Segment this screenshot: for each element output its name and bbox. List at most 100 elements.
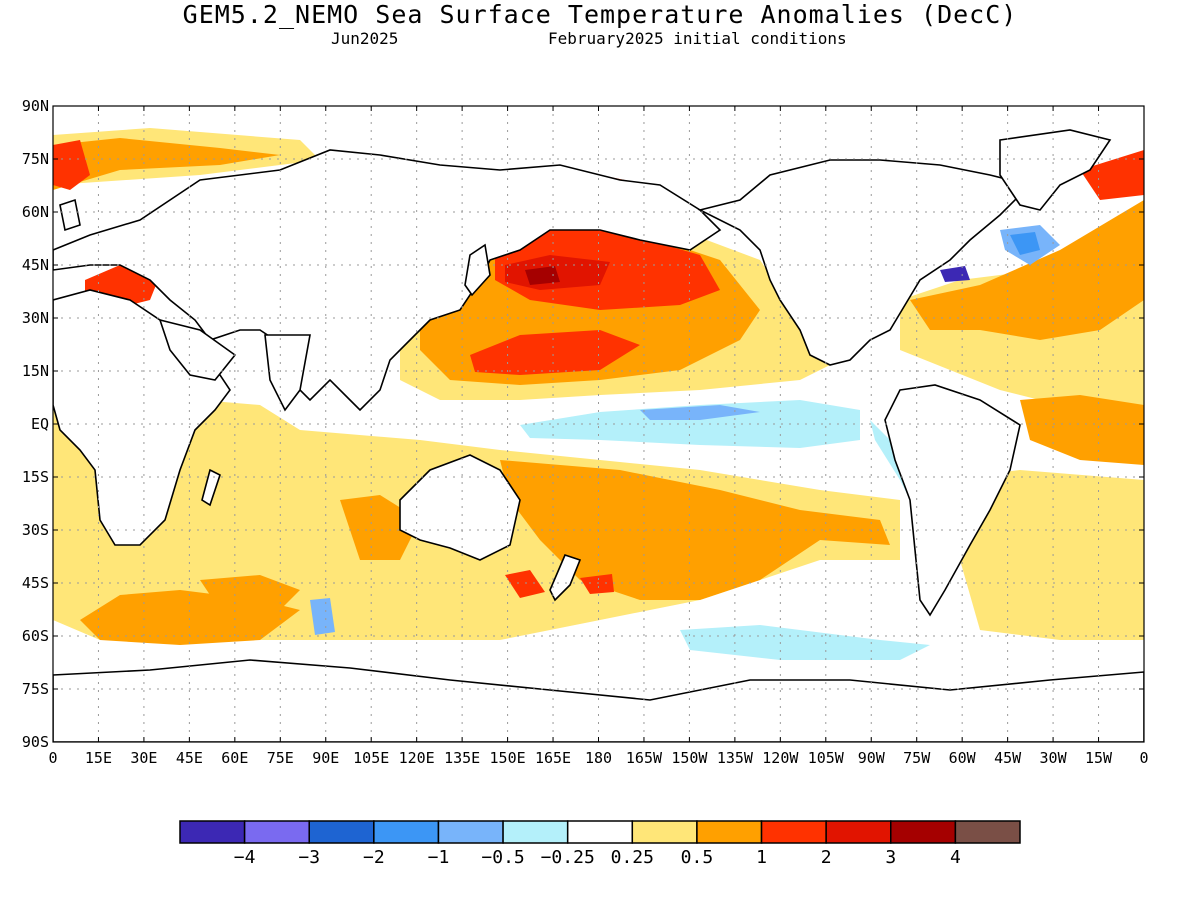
map-title: GEM5.2_NEMO Sea Surface Temperature Anom… [182, 0, 1018, 29]
lat-tick-label: 75N [22, 150, 49, 168]
lat-tick-label: 15S [22, 468, 49, 486]
colorbar-swatch [825, 820, 892, 844]
colorbar-swatch [696, 820, 763, 844]
arabia-coastline [158, 318, 237, 381]
colorbar-label: −0.5 [481, 847, 524, 868]
colorbar-label: 0.5 [681, 847, 714, 868]
graticule [53, 106, 1144, 742]
lon-tick-label: 45W [994, 749, 1022, 767]
lon-tick-label: 90E [312, 749, 339, 767]
japan-coastline [464, 243, 491, 297]
greenland-coastline [999, 129, 1112, 211]
lon-tick-label: 30W [1040, 749, 1068, 767]
india-coastline [264, 334, 311, 412]
anomaly-region [580, 574, 614, 594]
longitude-axis: 0 15E 30E 45E 60E 75E 90E 105E 120E 135E 150E 165E 1… [48, 106, 1149, 767]
anomaly-region [470, 330, 640, 375]
north-america-coastline [697, 159, 1032, 366]
anomaly-region [53, 140, 90, 190]
initial-conditions: February2025 initial conditions [548, 29, 847, 48]
colorbar-label: −2 [363, 847, 385, 868]
lat-tick-label: 60S [22, 627, 49, 645]
new-zealand-coastline [549, 554, 582, 602]
lat-tick-label: 45N [22, 256, 49, 274]
lon-tick-label: 135E [444, 749, 480, 767]
lat-tick-label: 30N [22, 309, 49, 327]
latitude-axis: 90N 75N 60N 45N 30N 15N EQ 15S 30S 45S 60S 75S 90S [22, 97, 1144, 751]
anomaly-region [525, 266, 560, 285]
colorbar-swatch [631, 820, 698, 844]
uk-coastline [59, 198, 81, 232]
anomaly-region [680, 625, 930, 660]
lon-tick-label: 60W [949, 749, 977, 767]
madagascar-coastline [201, 468, 221, 507]
lon-tick-label: 165W [626, 749, 663, 767]
lon-tick-label: 30E [130, 749, 157, 767]
lon-tick-label: 45E [176, 749, 203, 767]
lat-tick-label: 15N [22, 362, 49, 380]
lat-tick-label: 30S [22, 521, 49, 539]
lon-tick-label: 90W [858, 749, 886, 767]
forecast-month: Jun2025 [331, 29, 399, 48]
anomaly-region [940, 266, 970, 282]
anomaly-region [53, 138, 280, 190]
lon-tick-label: 150W [671, 749, 708, 767]
lon-tick-label: 180 [585, 749, 612, 767]
colorbar-swatch [954, 820, 1021, 844]
lon-tick-label: 120W [762, 749, 799, 767]
south-america-coastline [884, 384, 1021, 617]
lon-tick-label: 150E [490, 749, 526, 767]
anomaly-region [640, 405, 760, 420]
colorbar-label: 2 [821, 847, 832, 868]
lon-tick-label: 15E [85, 749, 112, 767]
lat-tick-label: 90S [22, 733, 49, 751]
anomaly-region [1010, 232, 1040, 255]
lon-tick-label: 120E [399, 749, 435, 767]
lon-tick-label: 165E [535, 749, 571, 767]
colorbar-label: −0.25 [541, 847, 595, 868]
lon-tick-label: 135W [717, 749, 754, 767]
lon-tick-label: 0 [1139, 749, 1148, 767]
colorbar-label: 4 [950, 847, 961, 868]
colorbar-label: 0.25 [611, 847, 654, 868]
australia-coastline [399, 454, 521, 561]
lat-tick-label: 75S [22, 680, 49, 698]
colorbar-label: 3 [885, 847, 896, 868]
lat-tick-label: EQ [31, 415, 49, 433]
anomaly-region [505, 570, 545, 598]
colorbar-label: −3 [298, 847, 320, 868]
anomaly-region [940, 470, 1144, 640]
colorbar-swatch [373, 820, 440, 844]
colorbar-swatch [243, 820, 310, 844]
colorbar-swatch [566, 820, 634, 844]
colorbar-swatch [890, 820, 957, 844]
lon-tick-label: 105W [808, 749, 845, 767]
colorbar: −4 −3 −2 −1 −0.5 −0.25 0.25 0.5 1 2 3 4 [179, 820, 1021, 868]
anomaly-region [520, 400, 860, 448]
lat-tick-label: 60N [22, 203, 49, 221]
anomaly-region [910, 200, 1144, 340]
anomaly-region [200, 575, 300, 610]
lon-tick-label: 60E [221, 749, 248, 767]
lat-tick-label: 45S [22, 574, 49, 592]
colorbar-swatch [179, 820, 246, 844]
lat-tick-label: 90N [22, 97, 49, 115]
colorbar-swatch [502, 820, 569, 844]
colorbar-swatch [760, 820, 827, 844]
lon-tick-label: 15W [1085, 749, 1113, 767]
antarctica-coastline [53, 659, 1144, 742]
anomaly-region [1080, 150, 1144, 200]
colorbar-label: 1 [756, 847, 767, 868]
coastline-layer [53, 129, 1144, 742]
anomaly-region [1020, 395, 1144, 465]
lon-tick-label: 75W [903, 749, 931, 767]
lon-tick-label: 105E [353, 749, 389, 767]
colorbar-swatch [308, 820, 375, 844]
colorbar-label: −1 [428, 847, 450, 868]
colorbar-swatch [437, 820, 504, 844]
anomaly-region [310, 598, 335, 635]
lon-tick-label: 0 [48, 749, 57, 767]
colorbar-label: −4 [234, 847, 256, 868]
lon-tick-label: 75E [267, 749, 294, 767]
